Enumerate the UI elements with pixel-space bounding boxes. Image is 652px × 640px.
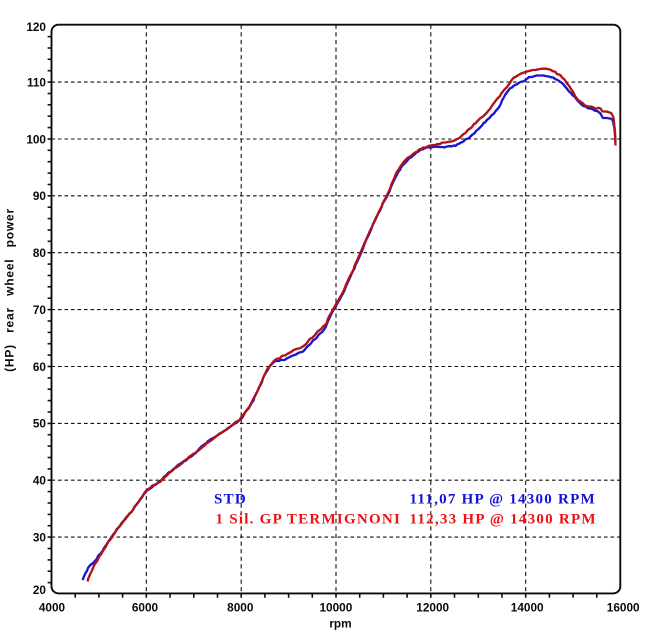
svg-text:80: 80: [33, 246, 47, 260]
svg-text:111,07 HP @ 14300 RPM: 111,07 HP @ 14300 RPM: [410, 492, 596, 508]
svg-text:8000: 8000: [227, 601, 254, 615]
svg-text:50: 50: [33, 417, 47, 431]
svg-text:10000: 10000: [319, 601, 352, 615]
svg-text:40: 40: [33, 474, 47, 488]
svg-text:70: 70: [33, 303, 47, 317]
svg-text:90: 90: [33, 189, 47, 203]
svg-text:STD: STD: [214, 492, 247, 508]
svg-text:12000: 12000: [416, 601, 449, 615]
svg-text:16000: 16000: [607, 601, 640, 615]
svg-text:14000: 14000: [511, 601, 544, 615]
svg-text:(HP) rear wheel power: (HP) rear wheel power: [3, 208, 17, 372]
svg-text:rpm: rpm: [329, 617, 351, 631]
svg-text:100: 100: [26, 132, 46, 146]
svg-text:112,33 HP @ 14300 RPM: 112,33 HP @ 14300 RPM: [410, 512, 597, 528]
svg-text:20: 20: [33, 583, 47, 597]
svg-text:6000: 6000: [132, 601, 159, 615]
svg-text:1 Sil. GP TERMIGNONI: 1 Sil. GP TERMIGNONI: [216, 512, 402, 528]
svg-text:60: 60: [33, 360, 47, 374]
svg-text:30: 30: [33, 530, 47, 544]
svg-text:4000: 4000: [39, 601, 66, 615]
svg-text:120: 120: [26, 20, 46, 34]
svg-text:110: 110: [27, 75, 46, 89]
